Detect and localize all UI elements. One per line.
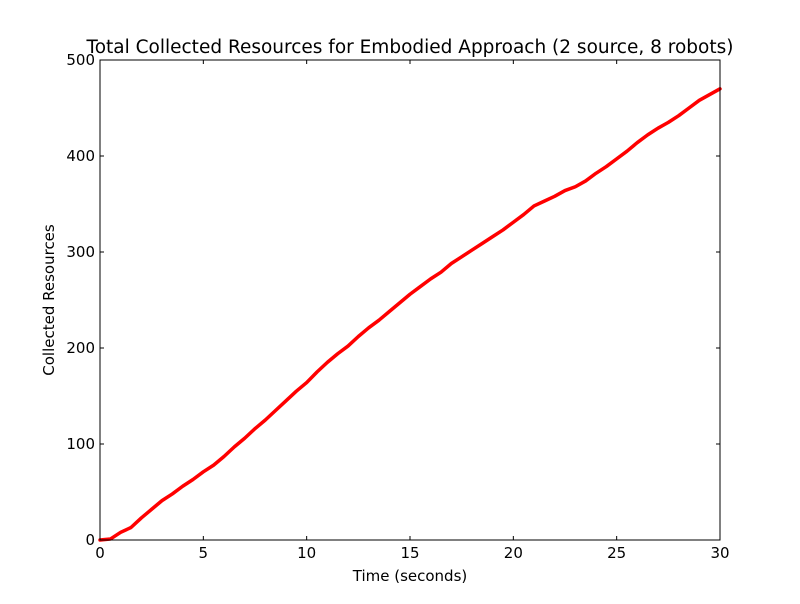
y-tick-label: 300 xyxy=(66,243,95,261)
plot-background xyxy=(100,60,720,540)
x-tick-label: 10 xyxy=(297,544,316,562)
series-layer xyxy=(98,87,722,542)
y-axis-label: Collected Resources xyxy=(40,224,58,376)
y-tick-label: 500 xyxy=(66,51,95,69)
plot-area xyxy=(100,60,720,540)
x-tick-label: 20 xyxy=(504,544,523,562)
y-tick-label: 100 xyxy=(66,435,95,453)
x-axis-label: Time (seconds) xyxy=(352,567,468,585)
x-tick-label: 5 xyxy=(199,544,209,562)
y-tick-label: 400 xyxy=(66,147,95,165)
x-tick-label: 25 xyxy=(607,544,626,562)
y-tick-label: 0 xyxy=(85,531,95,549)
chart-title: Total Collected Resources for Embodied A… xyxy=(86,37,734,58)
x-tick-label: 30 xyxy=(710,544,729,562)
x-tick-label: 15 xyxy=(400,544,419,562)
series-line-1 xyxy=(98,87,722,542)
y-tick-label: 200 xyxy=(66,339,95,357)
x-tick-label: 0 xyxy=(95,544,105,562)
